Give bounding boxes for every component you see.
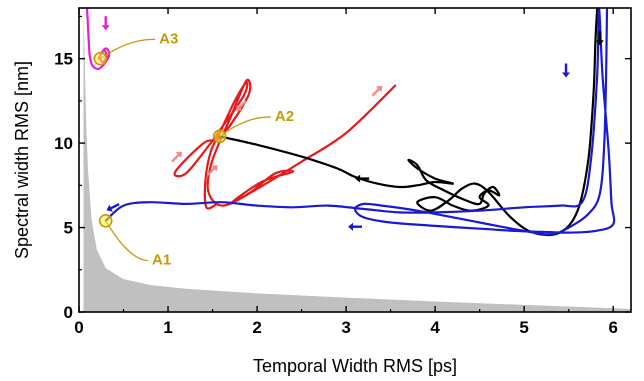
marker-a1 — [98, 214, 113, 228]
x-tick-label-0: 0 — [74, 318, 83, 337]
direction-arrow-1 — [101, 16, 110, 31]
direction-arrow-2 — [106, 203, 120, 212]
x-tick-label-4: 4 — [430, 318, 440, 337]
marker-a3 — [93, 51, 108, 66]
direction-arrow-8 — [206, 165, 218, 176]
annotation-a3: A3 — [93, 30, 178, 66]
annotation-label-a2: A2 — [275, 108, 294, 125]
direction-arrow-9 — [236, 100, 247, 111]
y-tick-label-3: 15 — [54, 50, 73, 69]
direction-arrow-3 — [348, 222, 362, 231]
x-tick-label-1: 1 — [163, 318, 172, 337]
annotation-a1: A1 — [98, 214, 171, 269]
y-tick-label-2: 10 — [54, 134, 73, 153]
x-axis-title: Temporal Width RMS [ps] — [253, 356, 457, 376]
direction-arrow-5 — [595, 31, 604, 46]
series-line-3 — [218, 8, 599, 237]
marker-a2 — [212, 129, 227, 144]
annotation-label-a3: A3 — [159, 30, 178, 47]
direction-arrow-4 — [562, 63, 571, 78]
direction-arrow-6 — [355, 174, 370, 183]
series-line-2 — [173, 78, 397, 210]
direction-arrow-7 — [171, 151, 182, 163]
x-tick-label-5: 5 — [519, 318, 528, 337]
annotations: A1 A2 A3 — [93, 30, 294, 269]
plot-frame — [78, 7, 632, 313]
direction-arrows — [101, 16, 604, 231]
annotation-label-a1: A1 — [152, 252, 171, 269]
y-axis-title: Spectral width RMS [nm] — [12, 61, 32, 259]
y-tick-label-0: 0 — [64, 303, 73, 322]
y-tick-label-1: 5 — [64, 219, 73, 238]
x-tick-label-6: 6 — [608, 318, 617, 337]
axis-ticks: 0 1 2 3 4 5 6 0 5 10 15 — [54, 8, 631, 337]
series-line-4 — [104, 8, 616, 236]
direction-arrow-10 — [371, 85, 383, 97]
annotation-a2: A2 — [212, 108, 294, 144]
x-tick-label-3: 3 — [341, 318, 350, 337]
x-tick-label-2: 2 — [252, 318, 261, 337]
